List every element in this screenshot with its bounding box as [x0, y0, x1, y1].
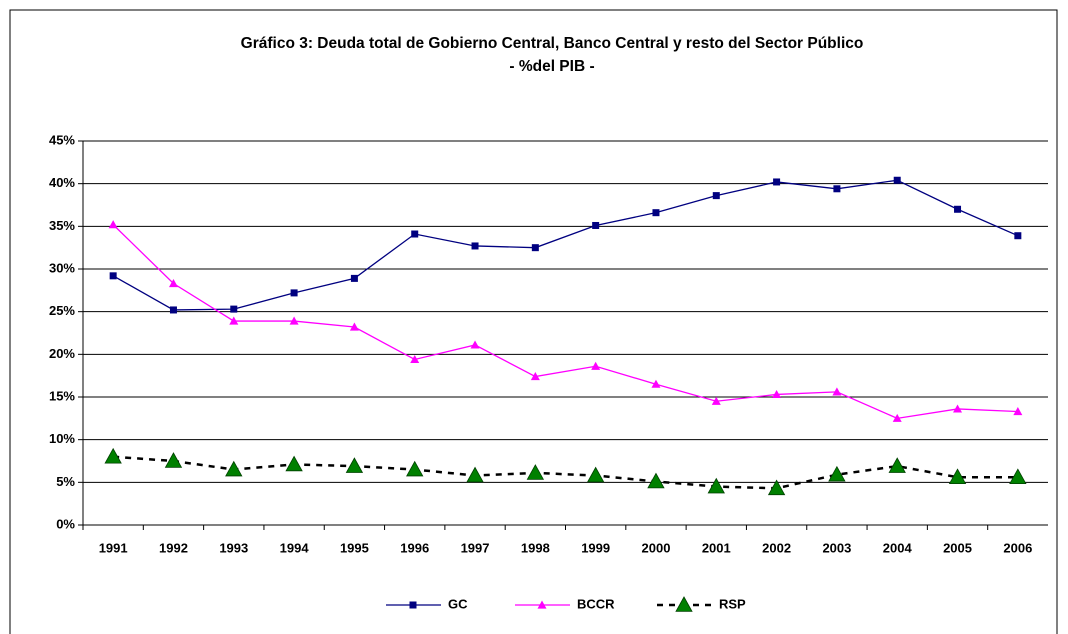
- data-point: [410, 354, 420, 364]
- data-point: [230, 305, 238, 313]
- x-tick-label: 1993: [219, 540, 248, 555]
- data-point: [225, 460, 243, 477]
- y-tick-label: 35%: [49, 218, 75, 233]
- data-point: [833, 185, 841, 193]
- data-point: [592, 221, 600, 229]
- series-line: [113, 455, 1018, 490]
- y-tick-label: 5%: [56, 474, 75, 489]
- data-point: [526, 464, 545, 480]
- x-tick-label: 2006: [1003, 540, 1032, 555]
- x-tick-label: 2004: [883, 540, 913, 555]
- x-tick-label: 2001: [702, 540, 731, 555]
- y-tick-label: 30%: [49, 260, 75, 275]
- data-point: [285, 455, 303, 472]
- data-point: [647, 472, 665, 489]
- y-tick-label: 45%: [49, 132, 75, 147]
- y-tick-label: 0%: [56, 516, 75, 531]
- x-tick-label: 1996: [400, 540, 429, 555]
- data-point: [229, 316, 239, 325]
- data-point: [773, 178, 781, 186]
- legend-label: GC: [448, 596, 468, 611]
- data-point: [586, 466, 605, 483]
- series-line: [112, 179, 1019, 311]
- data-point: [531, 244, 539, 252]
- data-point: [767, 479, 786, 496]
- data-point: [707, 477, 725, 494]
- legend-marker: [409, 601, 417, 609]
- legend-label: RSP: [719, 596, 746, 611]
- data-point: [651, 379, 661, 388]
- legend-marker: [675, 596, 693, 612]
- data-point: [893, 176, 901, 184]
- data-point: [892, 413, 902, 422]
- data-point: [530, 372, 540, 381]
- legend-marker: [537, 600, 547, 609]
- x-tick-label: 1998: [521, 540, 550, 555]
- series-line: [112, 224, 1018, 420]
- data-point: [406, 460, 424, 477]
- data-point: [954, 205, 962, 213]
- data-point: [109, 272, 117, 280]
- data-point: [470, 340, 480, 349]
- chart-frame: [9, 9, 1058, 634]
- x-tick-label: 2002: [762, 540, 791, 555]
- legend-label: BCCR: [577, 596, 615, 611]
- data-point: [953, 404, 963, 413]
- data-point: [471, 242, 479, 250]
- y-tick-label: 40%: [49, 175, 75, 190]
- x-tick-label: 1992: [159, 540, 188, 555]
- data-point: [948, 468, 967, 485]
- y-tick-label: 10%: [49, 431, 75, 446]
- x-tick-label: 2003: [822, 540, 851, 555]
- data-point: [888, 457, 906, 473]
- data-point: [411, 230, 419, 238]
- x-tick-label: 1999: [581, 540, 610, 555]
- data-point: [591, 361, 601, 370]
- y-tick-label: 15%: [49, 388, 75, 403]
- data-point: [772, 389, 782, 399]
- data-point: [349, 322, 359, 331]
- data-point: [169, 306, 177, 314]
- x-tick-label: 2005: [943, 540, 972, 555]
- data-point: [1013, 407, 1023, 416]
- y-tick-label: 25%: [49, 303, 75, 318]
- data-point: [832, 387, 842, 396]
- x-tick-label: 2000: [642, 540, 671, 555]
- x-tick-label: 1997: [461, 540, 490, 555]
- data-point: [290, 289, 298, 297]
- data-point: [1014, 232, 1022, 240]
- data-point: [350, 274, 358, 282]
- data-point: [164, 452, 183, 468]
- y-tick-label: 20%: [49, 346, 75, 361]
- x-tick-label: 1994: [280, 540, 310, 555]
- data-point: [345, 457, 364, 473]
- data-point: [104, 447, 122, 464]
- data-point: [466, 466, 484, 483]
- x-tick-label: 1991: [99, 540, 128, 555]
- data-point: [289, 316, 299, 325]
- data-point: [828, 465, 846, 482]
- chart-title: Gráfico 3: Deuda total de Gobierno Centr…: [241, 35, 864, 52]
- data-point: [1009, 468, 1027, 485]
- data-point: [652, 209, 660, 217]
- x-tick-label: 1995: [340, 540, 369, 555]
- data-point: [712, 192, 720, 200]
- chart-subtitle: - %del PIB -: [509, 58, 594, 75]
- data-point: [168, 279, 178, 288]
- data-point: [711, 396, 721, 405]
- data-point: [108, 220, 118, 229]
